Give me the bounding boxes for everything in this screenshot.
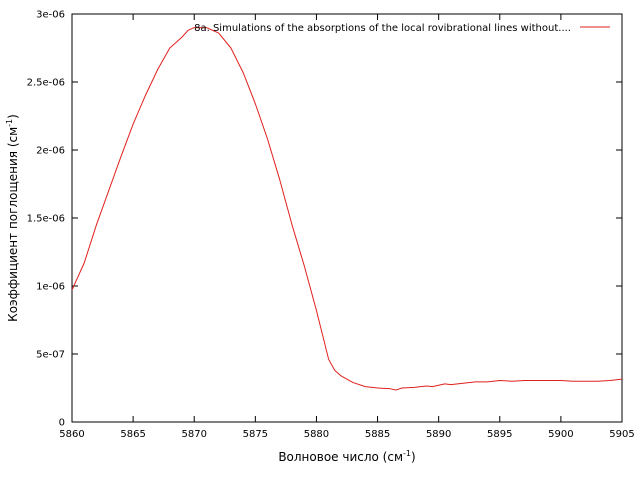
x-tick-label: 5885 bbox=[365, 429, 390, 440]
y-tick-label: 3e-06 bbox=[36, 10, 65, 21]
y-axis-ticks: 0 5e-07 1e-06 1.5e-06 2e-06 2.5e-06 3e-06 bbox=[27, 10, 622, 429]
x-tick-label: 5905 bbox=[609, 429, 634, 440]
x-tick-label: 5880 bbox=[304, 429, 329, 440]
x-tick-label: 5895 bbox=[487, 429, 512, 440]
x-axis-title: Волновое число (см-1) bbox=[278, 449, 415, 464]
legend: 8a. Simulations of the absorptions of th… bbox=[194, 23, 610, 34]
y-tick-label: 1.5e-06 bbox=[27, 214, 65, 225]
y-tick-label: 0 bbox=[59, 418, 65, 429]
y-tick-label: 5e-07 bbox=[36, 350, 65, 361]
x-tick-label: 5890 bbox=[426, 429, 451, 440]
x-tick-label: 5875 bbox=[243, 429, 268, 440]
series-line-0 bbox=[71, 27, 623, 391]
y-axis-title: Коэффициент поглощения (см-1) bbox=[5, 114, 20, 322]
x-tick-label: 5860 bbox=[59, 429, 84, 440]
x-tick-label: 5865 bbox=[120, 429, 145, 440]
x-axis-ticks: 5860 5865 5870 5875 5880 5885 5890 5895 5900 5905 bbox=[59, 14, 635, 440]
y-tick-label: 2e-06 bbox=[36, 146, 65, 157]
y-tick-label: 1e-06 bbox=[36, 282, 65, 293]
y-tick-label: 2.5e-06 bbox=[27, 78, 65, 89]
x-tick-label: 5870 bbox=[181, 429, 206, 440]
legend-label: 8a. Simulations of the absorptions of th… bbox=[194, 23, 571, 34]
x-tick-label: 5900 bbox=[548, 429, 573, 440]
series-layer bbox=[71, 27, 623, 391]
